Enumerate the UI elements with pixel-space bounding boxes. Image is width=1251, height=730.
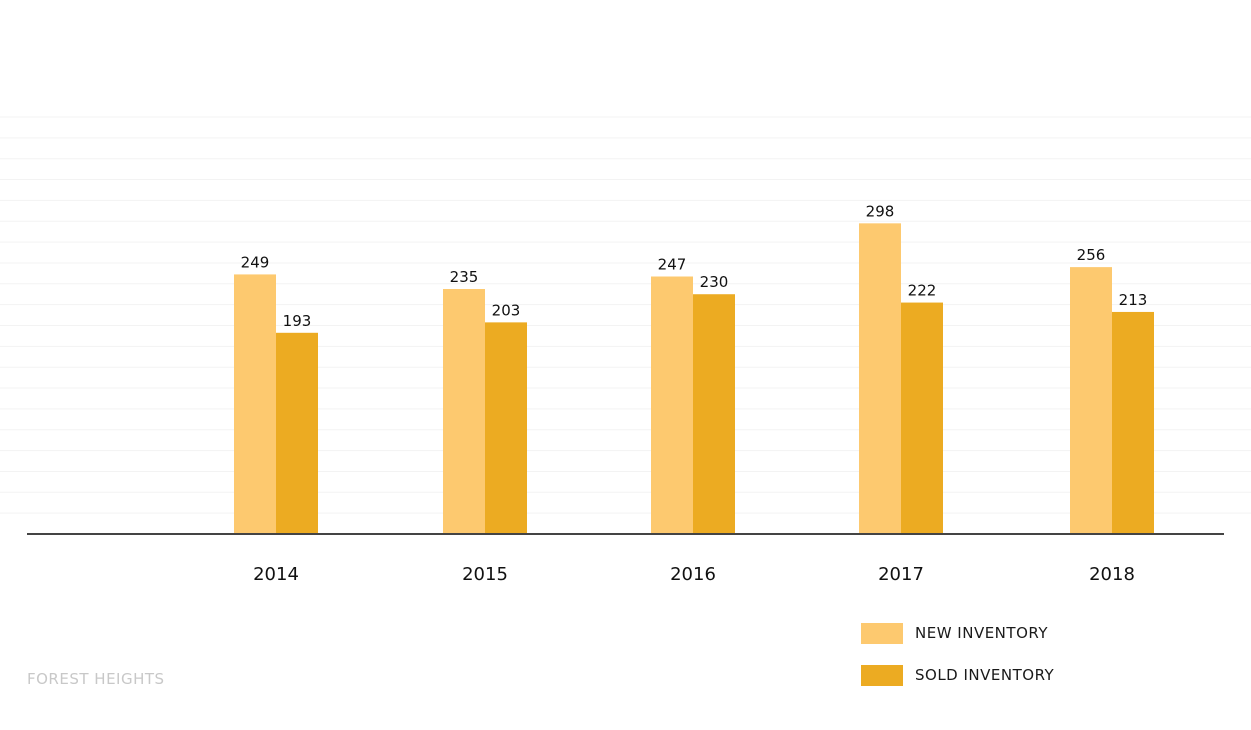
x-tick-label-2014: 2014	[253, 564, 299, 585]
x-tick-label-2018: 2018	[1089, 564, 1135, 585]
legend-label-sold-inventory: SOLD INVENTORY	[915, 666, 1055, 684]
data-label-new-2016: 247	[658, 256, 687, 274]
x-tick-label-2016: 2016	[670, 564, 716, 585]
legend-swatch-sold-inventory	[861, 664, 903, 686]
bar-sold-2015	[485, 322, 527, 534]
bar-new-2016	[651, 276, 693, 534]
legend-item-new-inventory: NEW INVENTORY	[861, 622, 1054, 644]
data-label-new-2014: 249	[241, 253, 270, 271]
bar-new-2014	[234, 274, 276, 534]
data-label-new-2017: 298	[866, 202, 895, 220]
bar-new-2017	[859, 223, 901, 534]
data-label-sold-2017: 222	[908, 282, 937, 300]
legend-label-new-inventory: NEW INVENTORY	[915, 624, 1048, 642]
bar-new-2015	[443, 289, 485, 534]
footer-label: FOREST HEIGHTS	[27, 670, 165, 688]
x-tick-label-2015: 2015	[462, 564, 508, 585]
legend-swatch-new-inventory	[861, 622, 903, 644]
data-label-sold-2015: 203	[492, 301, 521, 319]
bar-sold-2018	[1112, 311, 1154, 534]
bar-sold-2016	[693, 294, 735, 534]
data-label-sold-2016: 230	[700, 273, 729, 291]
data-label-sold-2018: 213	[1119, 291, 1148, 309]
data-label-new-2015: 235	[450, 268, 479, 286]
x-tick-label-2017: 2017	[878, 564, 924, 585]
bar-sold-2014	[276, 332, 318, 534]
data-label-new-2018: 256	[1077, 246, 1106, 264]
legend: NEW INVENTORY SOLD INVENTORY	[861, 622, 1054, 706]
bar-new-2018	[1070, 267, 1112, 534]
legend-item-sold-inventory: SOLD INVENTORY	[861, 664, 1054, 686]
bar-sold-2017	[901, 302, 943, 534]
data-label-sold-2014: 193	[283, 312, 312, 330]
